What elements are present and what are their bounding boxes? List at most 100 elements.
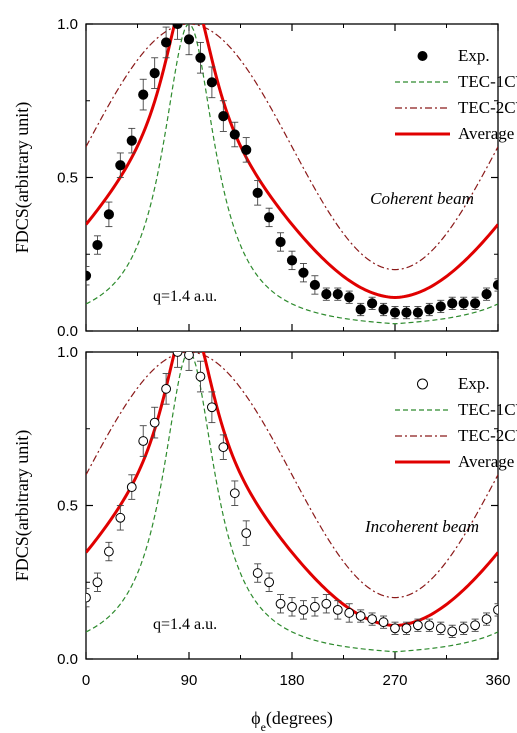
beam-label: Coherent beam	[370, 189, 474, 208]
data-point	[435, 623, 446, 634]
data-point	[183, 34, 195, 45]
data-point	[424, 620, 435, 631]
data-point	[92, 239, 103, 251]
data-point	[184, 352, 194, 360]
data-point	[92, 577, 103, 588]
data-point	[149, 417, 160, 428]
data-point	[424, 304, 435, 315]
x-tick-label: 0	[82, 672, 90, 689]
data-point	[252, 568, 263, 578]
data-point	[195, 52, 206, 63]
data-point	[161, 383, 172, 394]
data-point	[458, 298, 469, 309]
data-point	[298, 604, 309, 615]
legend-exp-marker	[417, 51, 428, 61]
x-axis-label: ϕe(degrees)	[251, 708, 333, 733]
y-tick-label: 1.0	[57, 16, 78, 33]
tec-1cw-line	[86, 352, 498, 653]
data-point	[355, 304, 366, 315]
data-point	[252, 187, 263, 198]
data-point	[390, 623, 400, 634]
x-tick-label: 90	[181, 672, 198, 689]
data-point	[447, 298, 458, 309]
data-point	[481, 614, 492, 624]
data-point	[344, 608, 355, 618]
y-axis-label: FDCS(arbitrary unit)	[12, 102, 33, 253]
data-point	[172, 352, 183, 357]
data-point	[195, 371, 206, 382]
y-tick-label: 1.0	[57, 344, 78, 361]
data-point	[241, 144, 252, 155]
data-point	[412, 620, 423, 631]
data-point	[355, 611, 366, 621]
y-tick-label: 0.5	[57, 170, 78, 187]
data-point	[229, 488, 240, 499]
data-point	[161, 37, 172, 48]
data-point	[241, 528, 252, 539]
x-tick-label: 270	[382, 672, 407, 689]
data-point	[126, 482, 137, 492]
data-point	[481, 289, 492, 300]
data-point	[218, 442, 229, 453]
data-point	[275, 598, 286, 609]
legend-label: Exp.	[458, 46, 490, 65]
data-point	[138, 89, 149, 100]
q-label: q=1.4 a.u.	[153, 616, 217, 633]
data-point	[378, 617, 389, 628]
data-point	[275, 236, 286, 248]
data-point	[286, 255, 298, 266]
data-point	[344, 292, 355, 303]
q-label: q=1.4 a.u.	[153, 288, 217, 305]
data-point	[332, 289, 343, 300]
average-line	[86, 24, 498, 300]
x-tick-label: 180	[279, 672, 304, 689]
legend-label: TEC-1CW	[458, 72, 517, 91]
legend: Exp. TEC-1CW TEC-2CW Average	[395, 46, 517, 143]
data-point	[367, 614, 378, 624]
data-point	[103, 209, 114, 220]
data-point	[470, 298, 481, 309]
incoherent-panel: 0 90 180 270 360 0.0 0.5 1.0 FDCS(arbitrary unit…	[12, 344, 517, 689]
tec-1cw-line	[86, 24, 498, 325]
plot-area	[86, 352, 498, 653]
data-point	[470, 620, 481, 631]
legend-label: Average	[458, 452, 514, 471]
data-point	[401, 307, 412, 318]
coherent-panel: 0.0 0.5 1.0 FDCS(arbitrary unit) Exp. TEC-1CW…	[12, 16, 517, 340]
data-point	[218, 111, 229, 122]
data-point	[103, 546, 114, 557]
data-point	[458, 623, 469, 634]
data-point	[321, 289, 332, 300]
data-point	[86, 592, 91, 603]
data-point	[332, 604, 343, 615]
shared-axis-labels: ϕe(degrees)	[251, 708, 333, 733]
tec-2cw-line	[86, 352, 498, 599]
y-tick-label: 0.0	[57, 323, 78, 340]
data-point	[287, 601, 297, 612]
data-point	[401, 623, 412, 634]
legend-exp-marker	[417, 378, 428, 390]
data-point	[298, 267, 309, 278]
tec-2cw-line	[86, 24, 498, 271]
data-point	[412, 307, 423, 318]
data-point	[309, 279, 320, 291]
y-axis-label: FDCS(arbitrary unit)	[12, 430, 33, 581]
y-tick-label: 0.0	[57, 651, 78, 668]
data-point	[229, 129, 240, 140]
data-point	[86, 270, 92, 281]
x-axis-label-symbol: ϕ	[251, 708, 260, 728]
data-point	[447, 626, 458, 637]
beam-label: Incoherent beam	[364, 517, 479, 536]
data-point	[378, 304, 389, 315]
data-point	[389, 307, 401, 318]
data-point	[126, 135, 137, 146]
legend-label: TEC-2CW	[458, 426, 517, 445]
data-point	[115, 160, 126, 171]
data-point	[206, 77, 217, 88]
data-point	[264, 212, 275, 223]
legend-label: TEC-1CW	[458, 400, 517, 419]
data-point	[309, 601, 320, 612]
data-point	[115, 512, 126, 523]
average-line	[86, 352, 498, 628]
